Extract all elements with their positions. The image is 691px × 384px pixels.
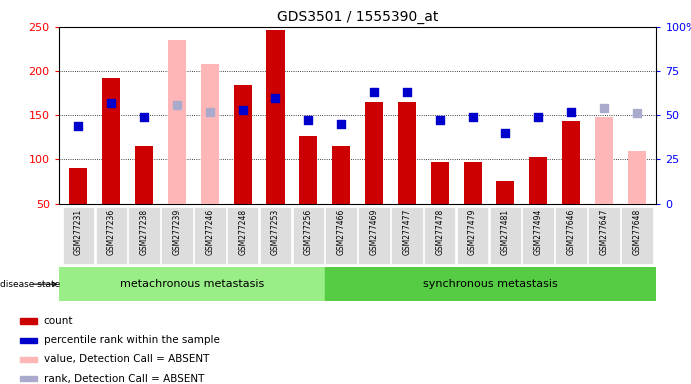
Bar: [21, 338, 37, 343]
Bar: [595, 117, 613, 204]
Text: GSM277494: GSM277494: [533, 209, 542, 255]
FancyBboxPatch shape: [95, 207, 127, 264]
Point: [205, 109, 216, 115]
Text: count: count: [44, 316, 73, 326]
FancyBboxPatch shape: [556, 207, 587, 264]
FancyBboxPatch shape: [490, 207, 521, 264]
Bar: [21, 318, 37, 324]
Text: GSM277646: GSM277646: [567, 209, 576, 255]
Point: [73, 123, 84, 129]
FancyBboxPatch shape: [457, 207, 489, 264]
FancyBboxPatch shape: [325, 207, 357, 264]
Point: [171, 101, 182, 108]
Bar: [102, 78, 120, 204]
Bar: [168, 40, 186, 204]
Point: [368, 89, 379, 95]
Text: GSM277253: GSM277253: [271, 209, 280, 255]
Text: GSM277477: GSM277477: [402, 209, 411, 255]
Bar: [464, 162, 482, 204]
Text: GSM277466: GSM277466: [337, 209, 346, 255]
Bar: [69, 168, 88, 204]
Text: percentile rank within the sample: percentile rank within the sample: [44, 335, 220, 345]
Text: GSM277238: GSM277238: [140, 209, 149, 255]
Text: GSM277648: GSM277648: [632, 209, 641, 255]
Text: GSM277248: GSM277248: [238, 209, 247, 255]
Point: [106, 100, 117, 106]
Point: [467, 114, 478, 120]
Point: [139, 114, 150, 120]
Bar: [299, 136, 317, 204]
Point: [237, 107, 248, 113]
Title: GDS3501 / 1555390_at: GDS3501 / 1555390_at: [277, 10, 438, 25]
Text: GSM277239: GSM277239: [173, 209, 182, 255]
Point: [598, 105, 609, 111]
Text: GSM277469: GSM277469: [370, 209, 379, 255]
Point: [336, 121, 347, 127]
Point: [434, 118, 445, 124]
Text: GSM277481: GSM277481: [501, 209, 510, 255]
Bar: [496, 180, 514, 204]
FancyBboxPatch shape: [588, 207, 620, 264]
Point: [303, 118, 314, 124]
FancyBboxPatch shape: [161, 207, 193, 264]
Text: GSM277479: GSM277479: [468, 209, 477, 255]
Point: [500, 130, 511, 136]
Point: [565, 109, 576, 115]
Point: [401, 89, 413, 95]
FancyBboxPatch shape: [522, 207, 554, 264]
FancyBboxPatch shape: [194, 207, 225, 264]
Bar: [325, 267, 656, 301]
Text: GSM277246: GSM277246: [205, 209, 214, 255]
Point: [631, 110, 642, 116]
Bar: [201, 64, 219, 204]
FancyBboxPatch shape: [358, 207, 390, 264]
Bar: [135, 146, 153, 204]
Bar: [562, 121, 580, 204]
Text: rank, Detection Call = ABSENT: rank, Detection Call = ABSENT: [44, 374, 204, 384]
FancyBboxPatch shape: [227, 207, 258, 264]
Bar: [430, 162, 448, 204]
Text: GSM277236: GSM277236: [107, 209, 116, 255]
Text: disease state: disease state: [0, 280, 60, 289]
Bar: [365, 102, 383, 204]
Bar: [627, 151, 646, 204]
FancyBboxPatch shape: [129, 207, 160, 264]
Text: GSM277647: GSM277647: [599, 209, 608, 255]
Text: GSM277231: GSM277231: [74, 209, 83, 255]
Text: GSM277478: GSM277478: [435, 209, 444, 255]
Bar: [21, 376, 37, 381]
Text: GSM277256: GSM277256: [304, 209, 313, 255]
FancyBboxPatch shape: [621, 207, 652, 264]
Text: synchronous metastasis: synchronous metastasis: [423, 279, 558, 289]
FancyBboxPatch shape: [292, 207, 324, 264]
Text: metachronous metastasis: metachronous metastasis: [120, 279, 264, 289]
Point: [533, 114, 544, 120]
FancyBboxPatch shape: [260, 207, 291, 264]
Bar: [234, 85, 252, 204]
Bar: [529, 157, 547, 204]
Bar: [332, 146, 350, 204]
Point: [270, 94, 281, 101]
FancyBboxPatch shape: [63, 207, 94, 264]
Bar: [59, 267, 325, 301]
FancyBboxPatch shape: [391, 207, 423, 264]
Bar: [398, 102, 416, 204]
Bar: [267, 30, 285, 204]
Text: value, Detection Call = ABSENT: value, Detection Call = ABSENT: [44, 354, 209, 364]
Bar: [21, 357, 37, 362]
FancyBboxPatch shape: [424, 207, 455, 264]
